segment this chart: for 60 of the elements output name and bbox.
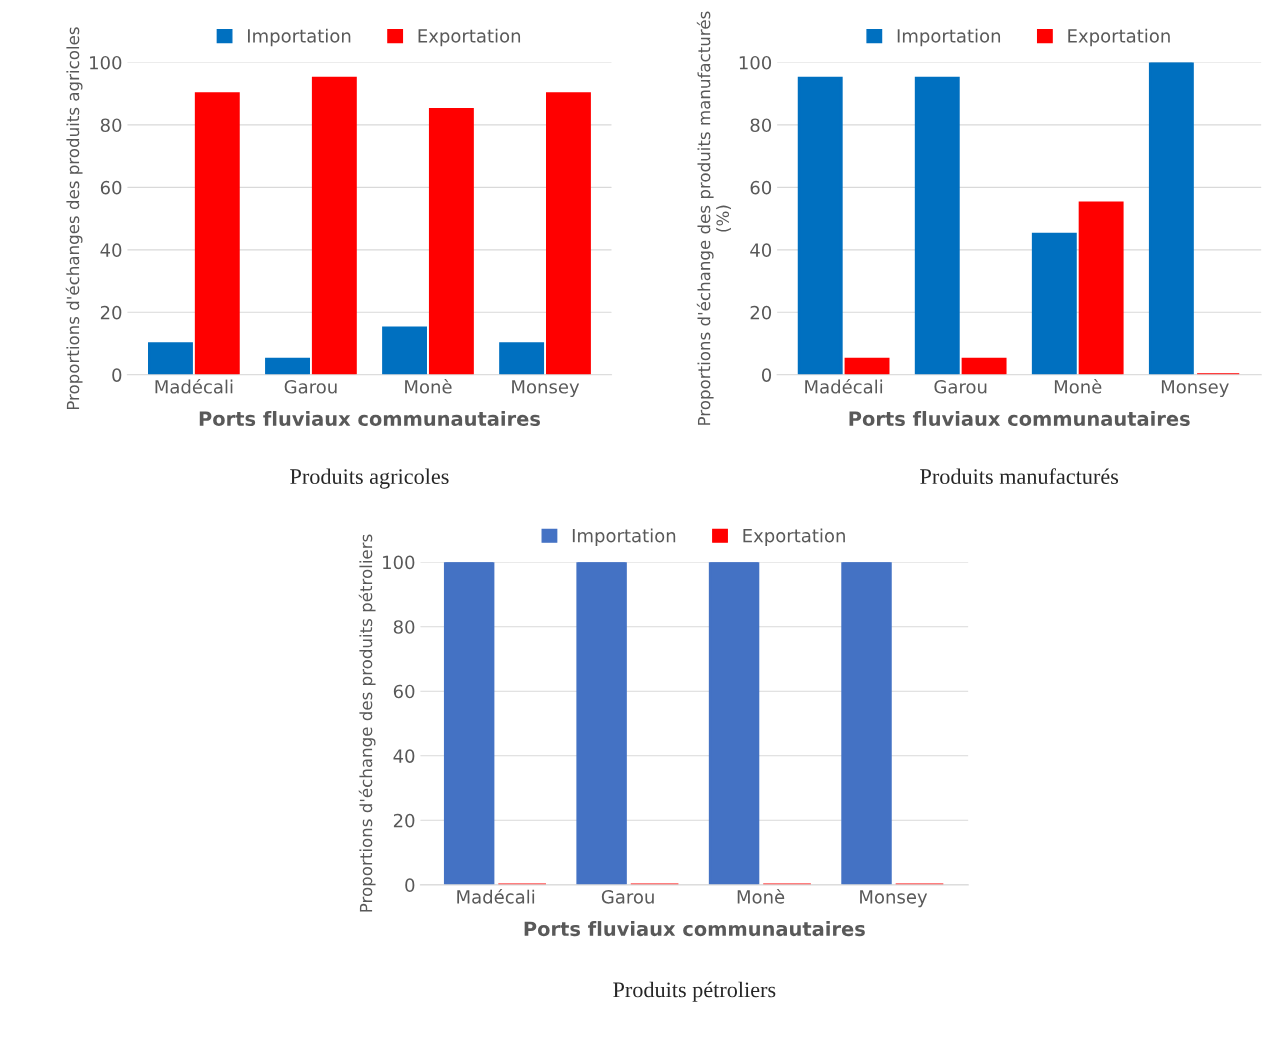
- legend-label: Exportation: [743, 528, 845, 546]
- x-tick-label: Garou: [284, 379, 337, 394]
- y-tick-label: 100: [739, 55, 772, 70]
- y-tick-label: 20: [100, 305, 122, 320]
- bar: [499, 342, 545, 375]
- bar: [914, 76, 960, 375]
- y-axis-title: Proportions d'échanges des produits agricoles: [65, 27, 83, 410]
- y-tick-label: 0: [761, 368, 772, 382]
- bar: [148, 342, 193, 375]
- x-tick-label: Monsey: [860, 890, 928, 908]
- bar: [1031, 232, 1077, 375]
- legend-label: Exportation: [418, 28, 521, 47]
- x-tick-label: Monè: [737, 888, 785, 904]
- bar: [1148, 62, 1194, 375]
- x-tick-label: Monsey: [512, 380, 580, 398]
- bar: [194, 92, 240, 375]
- bar: [797, 76, 843, 375]
- y-tick-label: 80: [750, 118, 772, 133]
- x-axis-title: Ports fluviaux communautaires: [849, 410, 1190, 427]
- x-tick-label: Madécali: [457, 888, 535, 904]
- text: Produits manufacturés: [920, 468, 1119, 485]
- bar: [382, 326, 428, 375]
- y-tick-label: 60: [393, 684, 415, 699]
- y-tick-label: 80: [100, 118, 122, 133]
- text: Produits agricoles: [290, 468, 449, 489]
- bar: [961, 357, 1007, 375]
- legend-label: Importation: [572, 528, 676, 546]
- legend-label: Exportation: [1068, 28, 1170, 47]
- y-axis-title: Proportions d'échange des produits manufacturés (%): [696, 11, 731, 425]
- bar: [265, 357, 310, 375]
- text: Produits pétroliers: [613, 981, 776, 1002]
- y-tick-label: 60: [750, 180, 772, 195]
- y-tick-label: 0: [405, 878, 415, 892]
- x-tick-label: Monsey: [1161, 380, 1229, 398]
- x-tick-label: Monè: [405, 378, 452, 394]
- x-axis-title: Ports fluviaux communautaires: [524, 921, 865, 937]
- bar: [311, 76, 357, 375]
- bar: [1078, 201, 1124, 375]
- x-tick-label: Madécali: [155, 378, 233, 394]
- x-axis-title: Ports fluviaux communautaires: [199, 410, 540, 427]
- y-tick-label: 100: [90, 55, 122, 70]
- bar: [428, 107, 474, 375]
- y-tick-label: 20: [750, 305, 772, 320]
- legend-label: Importation: [897, 28, 1001, 47]
- x-tick-label: Madécali: [805, 378, 883, 394]
- x-tick-label: Monè: [1054, 378, 1102, 394]
- y-tick-label: 100: [383, 555, 415, 570]
- bar: [844, 357, 890, 375]
- y-tick-label: 40: [100, 243, 122, 257]
- bar: [545, 92, 591, 375]
- x-tick-label: Garou: [601, 890, 654, 904]
- y-tick-label: 80: [393, 620, 415, 634]
- y-tick-label: 40: [750, 243, 772, 257]
- x-tick-label: Garou: [934, 379, 987, 394]
- y-tick-label: 40: [393, 749, 415, 763]
- y-tick-label: 0: [112, 368, 122, 382]
- legend-label: Importation: [248, 28, 351, 47]
- y-tick-label: 20: [393, 813, 415, 828]
- y-axis-title: Proportions d'échange des produits pétroliers: [358, 534, 376, 912]
- y-tick-label: 60: [100, 180, 122, 195]
